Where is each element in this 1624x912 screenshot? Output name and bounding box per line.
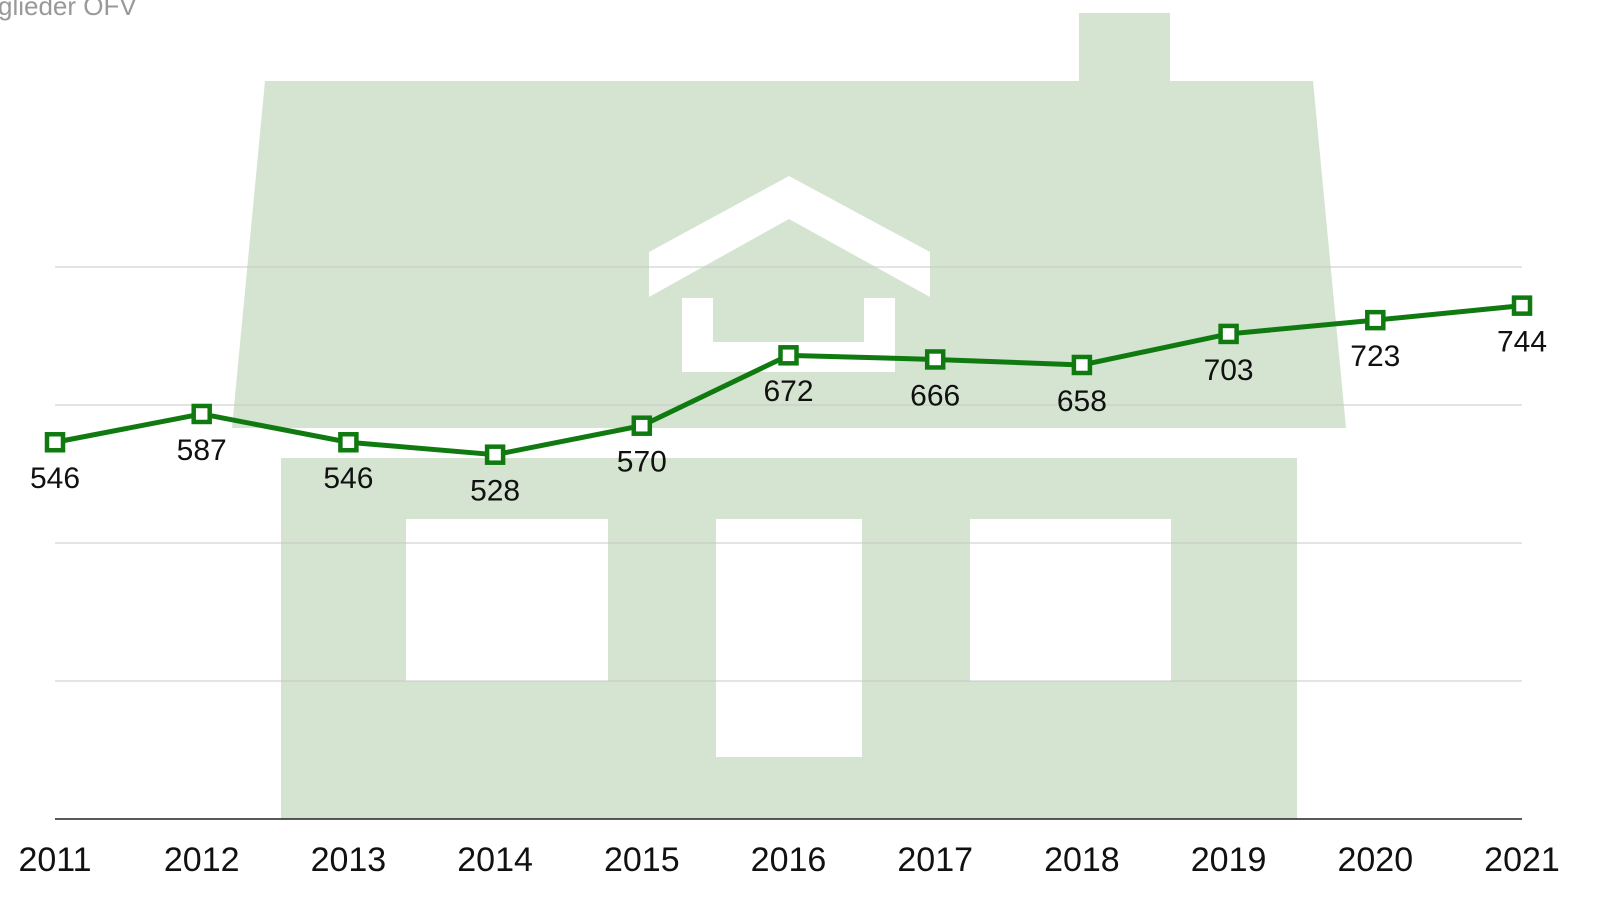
x-tick-label: 2020 [1337,841,1413,879]
x-tick-label: 2019 [1191,841,1267,879]
point-marker [1071,354,1093,376]
chart-title: glieder OFV [0,0,137,21]
x-tick-label: 2014 [457,841,533,879]
point-marker [191,403,212,425]
data-label: 546 [30,462,80,495]
point-marker [1365,309,1386,331]
x-tick-label: 2015 [604,841,680,879]
point-marker [778,345,799,366]
x-tick-label: 2018 [1044,841,1120,879]
x-tick-label: 2012 [164,841,240,879]
house-background [232,13,1346,819]
x-tick-label: 2017 [897,841,973,879]
data-label: 570 [617,446,667,479]
data-label: 672 [763,375,813,408]
x-tick-label: 2016 [751,841,827,879]
point-marker [924,349,946,370]
data-label: 723 [1350,340,1400,373]
data-label: 528 [470,475,520,508]
point-marker [1511,295,1533,316]
x-tick-label: 2013 [311,841,387,879]
data-label: 546 [323,462,373,495]
point-marker [631,415,653,436]
data-label: 666 [910,379,960,412]
x-tick-label: 2021 [1484,841,1560,879]
data-label: 744 [1497,326,1547,359]
point-marker [484,444,506,465]
point-marker [1218,323,1239,345]
data-label: 658 [1057,385,1107,418]
x-tick-label: 2011 [18,841,91,879]
data-label: 587 [177,434,227,467]
data-label: 703 [1204,354,1254,387]
point-marker [338,432,359,453]
point-marker [44,432,66,453]
